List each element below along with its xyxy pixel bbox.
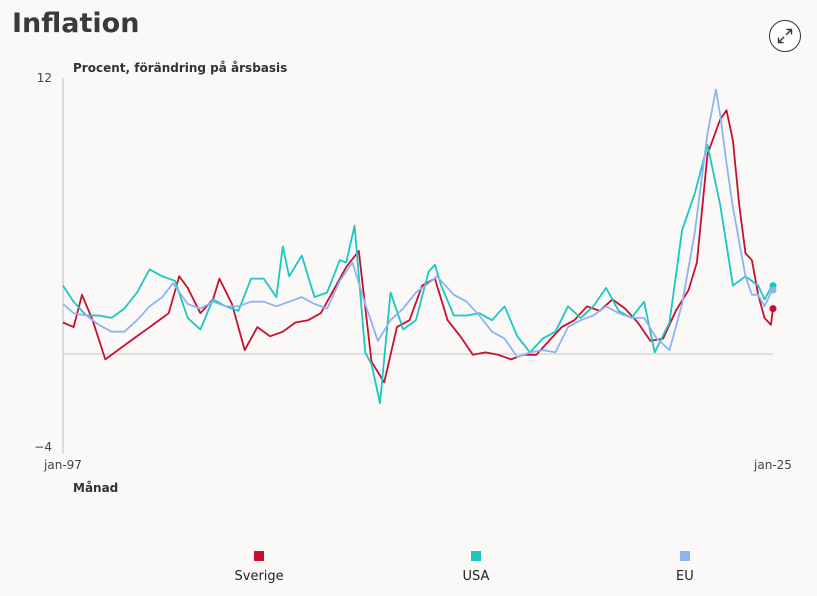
legend-label: Sverige <box>234 569 284 584</box>
series-layer <box>62 88 777 405</box>
series-line-eu <box>62 88 774 358</box>
expand-arrows-icon <box>777 28 793 44</box>
y-axis-title: Procent, förändring på årsbasis <box>73 61 287 75</box>
series-end-point-eu[interactable] <box>769 286 777 294</box>
series-line-usa <box>62 144 774 405</box>
legend-item-usa[interactable]: USA <box>462 551 490 584</box>
x-axis-title: Månad <box>73 481 118 495</box>
legend-label: EU <box>676 569 694 584</box>
series-line-sverige <box>62 109 774 384</box>
x-tick-label-end: jan-25 <box>753 458 792 472</box>
series-end-point-sverige[interactable] <box>769 305 777 313</box>
expand-button[interactable] <box>769 20 801 52</box>
y-tick-label-bottom: −4 <box>34 440 52 454</box>
legend-swatch <box>679 551 690 561</box>
legend-item-eu[interactable]: EU <box>676 551 694 584</box>
x-tick-label-start: jan-97 <box>43 458 82 472</box>
legend-label: USA <box>462 569 490 584</box>
legend-swatch <box>470 551 481 561</box>
page-title: Inflation <box>12 8 140 39</box>
y-tick-label-top: 12 <box>37 71 52 85</box>
legend-item-sverige[interactable]: Sverige <box>235 551 284 584</box>
legend-swatch <box>254 551 265 561</box>
